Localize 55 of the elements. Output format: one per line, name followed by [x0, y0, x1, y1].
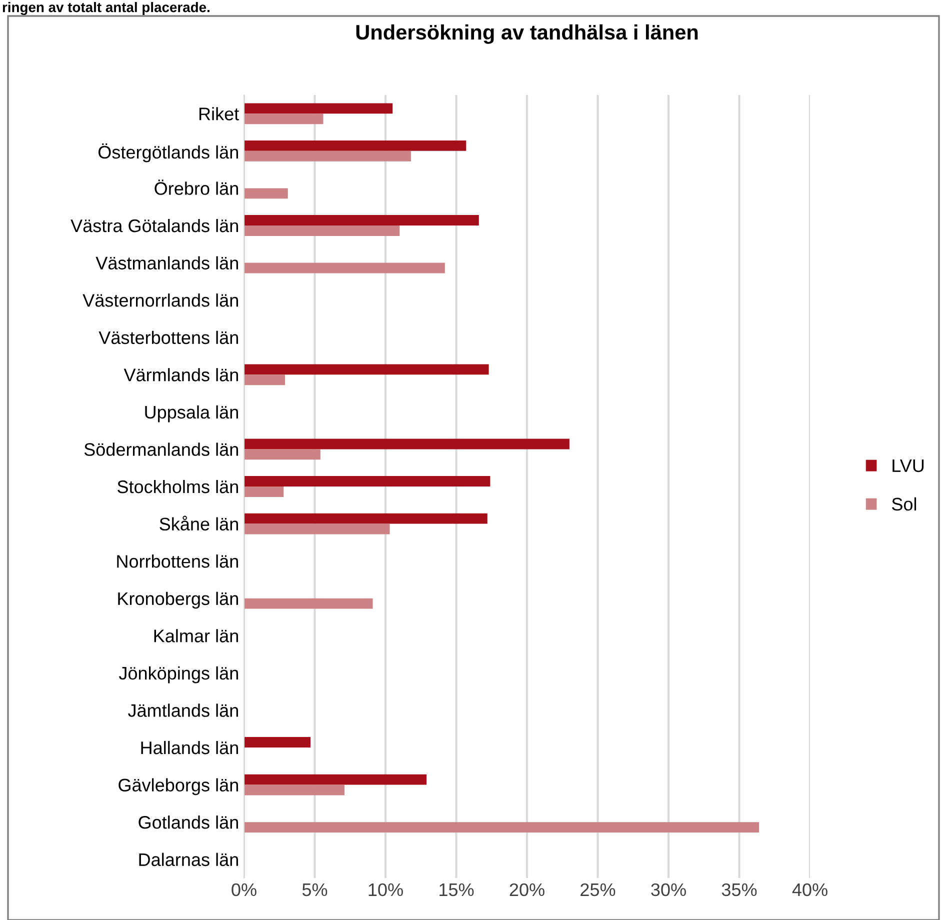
x-tick-label: 25% [580, 883, 616, 896]
y-tick-label: Uppsala län [145, 405, 238, 422]
y-tick-label: Västra Götalands län [70, 218, 238, 232]
bar [244, 822, 760, 833]
bar [244, 188, 288, 199]
y-tick-label: Kronobergs län [118, 592, 238, 609]
legend-label: LVU [892, 460, 924, 472]
bar [244, 215, 479, 226]
y-tick-label: Örebro län [154, 180, 238, 195]
legend-label: Sol [892, 497, 916, 511]
x-tick-label: 0% [232, 883, 256, 896]
y-tick-label: Kalmar län [154, 629, 238, 642]
x-tick-label: 5% [302, 883, 328, 896]
bar [244, 103, 393, 114]
bar [244, 524, 390, 534]
x-tick-label: 10% [368, 883, 403, 896]
bar [244, 737, 311, 748]
y-tick-label: Västernorrlands län [82, 294, 238, 307]
chart-title: Undersökning av tandhälsa i länen [356, 24, 698, 44]
y-tick-label: Skåne län [160, 516, 238, 531]
bar [244, 140, 466, 151]
bar [244, 226, 400, 236]
y-tick-label: Dalarnas län [139, 852, 238, 866]
bar [244, 784, 344, 796]
y-tick-label: Gotlands län [138, 816, 238, 829]
y-tick-label: Riket [199, 107, 240, 120]
bar [244, 150, 411, 162]
y-tick-label: Norrbottens län [117, 554, 238, 568]
y-tick-label: Jönköpings län [118, 666, 238, 684]
bar [244, 449, 320, 460]
x-tick-label: 15% [440, 883, 474, 896]
x-tick-label: 35% [722, 883, 757, 896]
y-tick-label: Västmanlands län [96, 256, 238, 270]
bar [244, 486, 284, 497]
y-tick-label: Östergötlands län [98, 143, 238, 162]
bar [244, 262, 445, 274]
y-tick-label: Värmlands län [124, 368, 238, 382]
bar [244, 438, 570, 450]
y-tick-label: Hallands län [141, 740, 238, 754]
y-tick-label: Västerbottens län [98, 330, 238, 344]
y-tick-label: Stockholms län [118, 480, 238, 494]
y-tick-label: Södermanlands län [84, 442, 238, 456]
bar [244, 364, 489, 375]
bar [244, 374, 286, 386]
bar [244, 513, 488, 524]
text: ringen av totalt antal placerade. [2, 2, 210, 16]
y-tick-label: Jämtlands län [128, 704, 238, 717]
bar [244, 774, 427, 785]
bar [244, 598, 373, 609]
x-tick-label: 40% [792, 883, 828, 896]
bar [244, 476, 490, 486]
y-tick-label: Gävleborgs län [118, 778, 238, 796]
x-tick-label: 20% [510, 883, 544, 896]
x-tick-label: 30% [651, 883, 686, 896]
bar [244, 114, 324, 124]
